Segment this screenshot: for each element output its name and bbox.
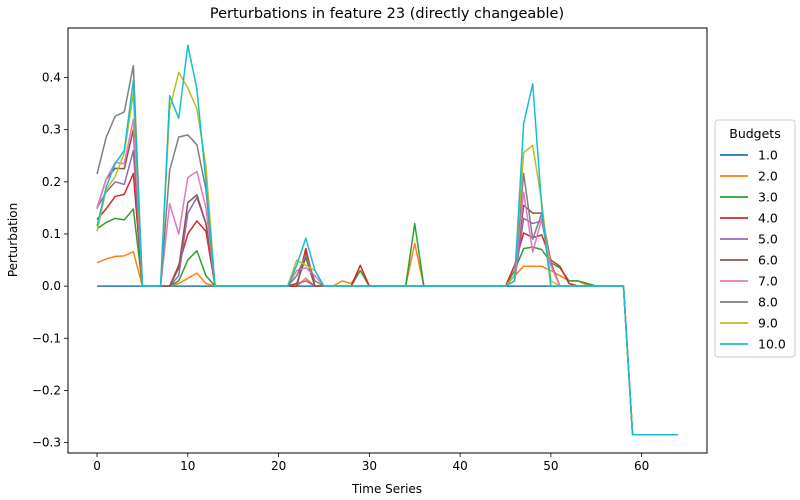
- legend-label-6.0: 6.0: [758, 253, 778, 268]
- y-tick-label: 0.1: [42, 227, 61, 241]
- series-line-2.0: [96, 242, 678, 436]
- series-line-1.0: [97, 285, 678, 436]
- y-tick-label: 0.0: [42, 279, 61, 293]
- series-line-10.0: [96, 44, 678, 436]
- legend-label-2.0: 2.0: [758, 169, 778, 184]
- y-tick-label: 0.4: [42, 71, 61, 85]
- series-line-6.0: [96, 128, 678, 436]
- legend-label-9.0: 9.0: [758, 316, 778, 331]
- legend-items: 1.0 2.0 3.0 4.0 5.0 6.0 7.0 8.0 9.0 10.0: [720, 148, 786, 352]
- legend-label-4.0: 4.0: [758, 211, 778, 226]
- legend-label-8.0: 8.0: [758, 295, 778, 310]
- x-tick-label: 60: [634, 459, 649, 473]
- legend: Budgets 1.0 2.0 3.0 4.0 5.0 6.0 7.0 8.0 9.0 10.0: [714, 119, 796, 358]
- series-line-7.0: [96, 118, 678, 436]
- plot-area: [96, 44, 678, 436]
- plot-frame: [67, 27, 708, 454]
- x-tick-label: 10: [180, 459, 195, 473]
- series-line-4.0: [96, 172, 678, 436]
- series-line-5.0: [96, 149, 678, 436]
- y-axis: −0.3 −0.2 −0.1 0.0 0.1 0.2 0.3 0.4: [32, 71, 68, 450]
- legend-title: Budgets: [729, 126, 780, 141]
- legend-label-10.0: 10.0: [758, 337, 786, 352]
- series-line-8.0: [96, 64, 678, 436]
- x-axis: 0 10 20 30 40 50 60: [93, 453, 649, 473]
- x-axis-label: Time Series: [351, 482, 422, 496]
- y-tick-label: −0.3: [32, 436, 61, 450]
- x-tick-label: 0: [93, 459, 101, 473]
- series-line-9.0: [96, 71, 678, 436]
- y-tick-label: 0.2: [42, 175, 61, 189]
- y-axis-label: Perturbation: [6, 203, 20, 277]
- y-tick-label: −0.1: [32, 331, 61, 345]
- chart-title: Perturbations in feature 23 (directly ch…: [210, 6, 564, 22]
- x-tick-label: 30: [362, 459, 377, 473]
- x-tick-label: 40: [452, 459, 467, 473]
- x-tick-label: 20: [271, 459, 286, 473]
- legend-label-5.0: 5.0: [758, 232, 778, 247]
- x-tick-label: 50: [543, 459, 558, 473]
- legend-label-3.0: 3.0: [758, 190, 778, 205]
- legend-label-1.0: 1.0: [758, 148, 778, 163]
- legend-box: [714, 119, 796, 358]
- legend-label-7.0: 7.0: [758, 274, 778, 289]
- y-tick-label: 0.3: [42, 123, 61, 137]
- y-tick-label: −0.2: [32, 383, 61, 397]
